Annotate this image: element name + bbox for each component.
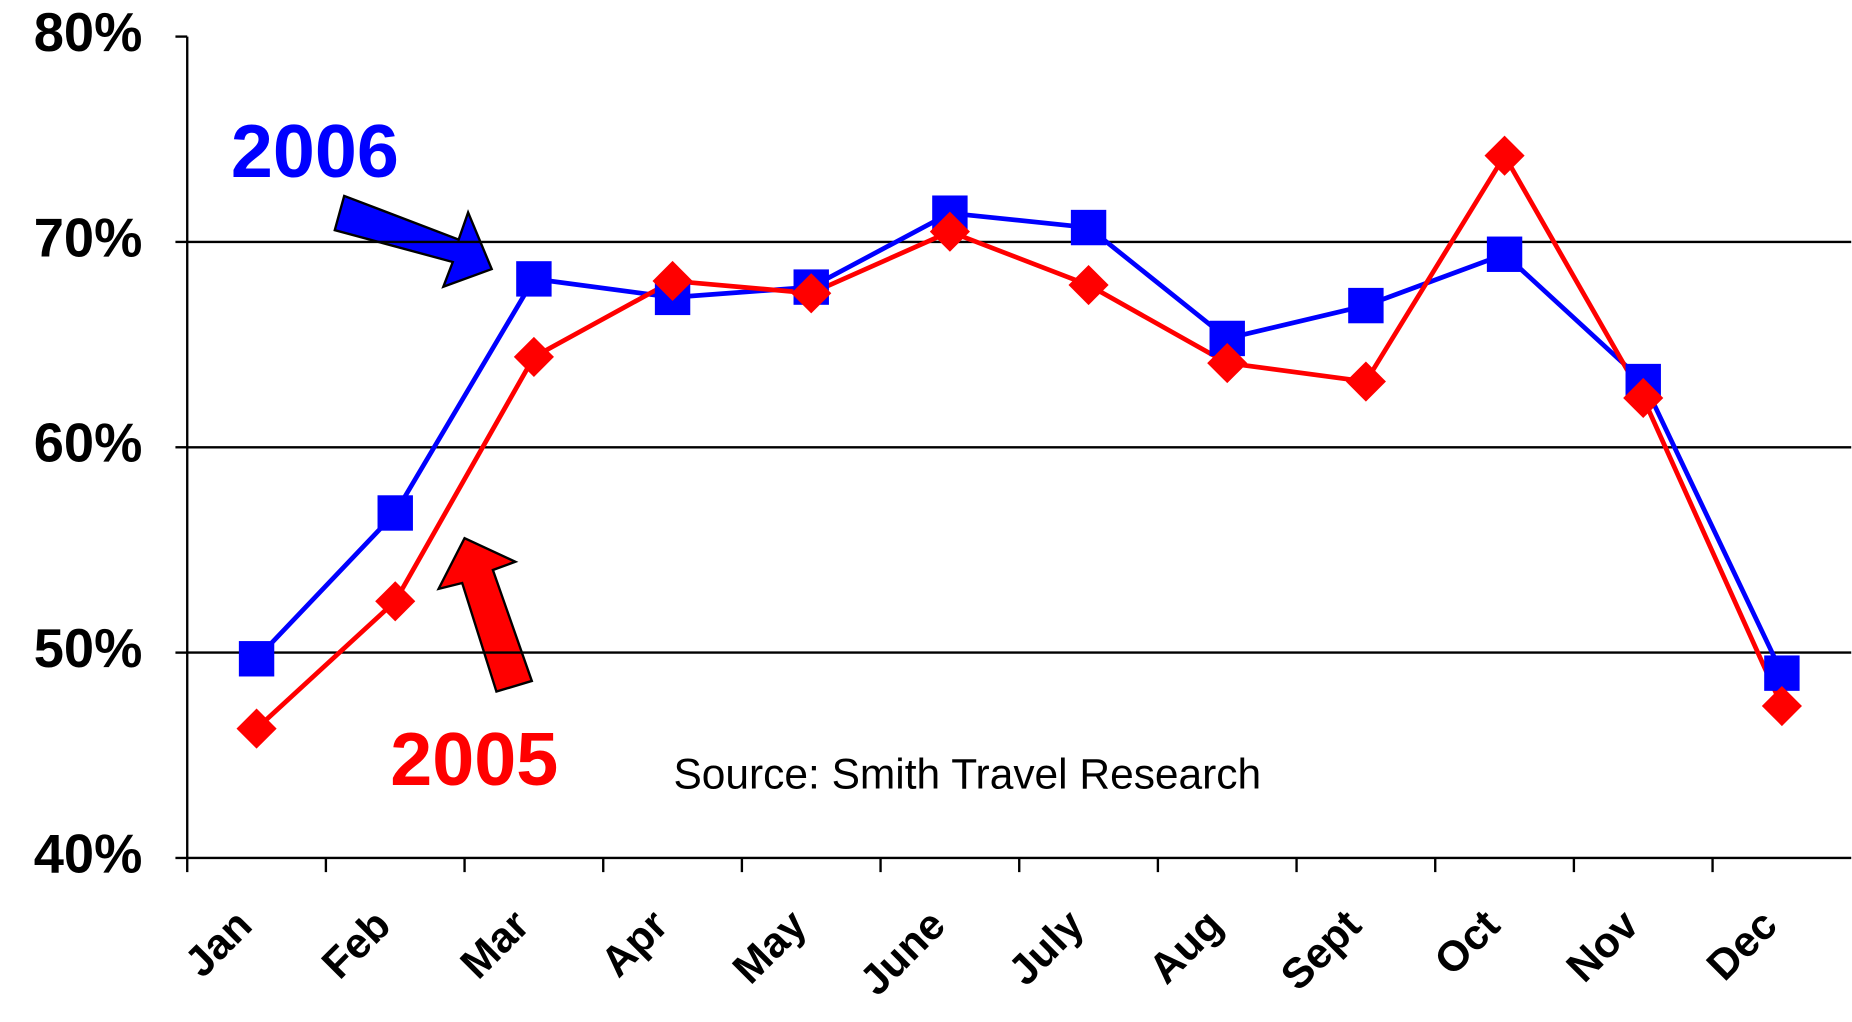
x-tick-label: Jan: [176, 901, 261, 986]
source-note: Source: Smith Travel Research: [673, 751, 1261, 798]
x-tick-label: Feb: [313, 901, 400, 988]
series-label-2005: 2005: [390, 718, 558, 802]
x-tick-label: Nov: [1558, 901, 1648, 991]
x-tick-label: July: [1000, 901, 1094, 995]
marker-square: [377, 495, 413, 531]
y-tick-label: 40%: [34, 823, 143, 884]
series-line: [254, 153, 1785, 731]
marker-square: [1486, 236, 1523, 272]
marker-diamond: [1484, 135, 1525, 176]
marker-diamond: [1068, 264, 1109, 306]
x-tick-label: Mar: [452, 901, 539, 988]
x-tick-label: May: [724, 901, 816, 993]
marker-square: [1348, 287, 1384, 324]
y-tick-label: 60%: [34, 413, 143, 474]
y-tick-label: 80%: [34, 2, 143, 63]
marker-square: [516, 261, 552, 297]
marker-square: [1764, 655, 1800, 691]
marker-diamond: [1345, 361, 1386, 402]
x-tick-label: Oct: [1426, 901, 1509, 984]
x-tick-label: Dec: [1698, 901, 1786, 989]
series-line: [254, 210, 1785, 675]
marker-diamond: [791, 273, 832, 314]
y-tick-label: 70%: [34, 207, 143, 268]
marker-diamond: [375, 581, 416, 622]
x-tick-label: Aug: [1140, 901, 1232, 993]
marker-diamond: [929, 211, 970, 252]
marker-square: [1070, 209, 1107, 246]
marker-diamond: [513, 336, 554, 377]
arrow-2005: [436, 536, 534, 694]
marker-diamond: [236, 708, 277, 749]
series-label-2006: 2006: [231, 110, 399, 194]
marker-diamond: [1207, 343, 1248, 384]
marker-square: [238, 641, 275, 677]
x-tick-label: June: [851, 901, 954, 1004]
marker-diamond: [1761, 685, 1802, 727]
x-tick-label: Apr: [592, 901, 677, 986]
y-tick-label: 50%: [34, 618, 143, 679]
x-tick-label: Sept: [1272, 901, 1370, 999]
